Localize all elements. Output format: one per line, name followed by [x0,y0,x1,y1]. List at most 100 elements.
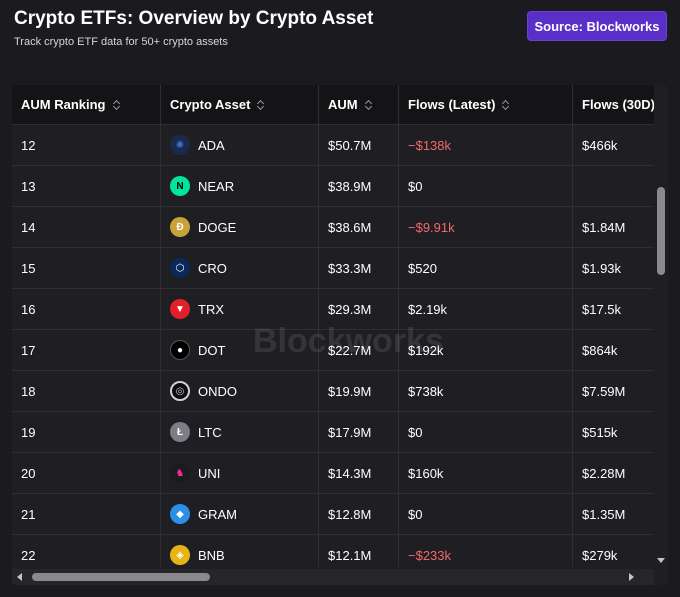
sort-icon [257,99,265,111]
asset-cell: ♞ UNI [170,453,220,493]
sort-icon [502,99,510,111]
flows-30d-cell: $1.35M [582,506,626,522]
horizontal-scroll-thumb[interactable] [32,573,210,581]
asset-name: GRAM [198,506,237,522]
asset-name: ADA [198,137,225,153]
asset-cell: Ð DOGE [170,207,236,247]
asset-cell: ◆ GRAM [170,494,237,534]
aum-cell: $14.3M [328,465,372,481]
column-divider [572,494,573,534]
rank-cell: 16 [21,301,36,317]
column-divider [398,248,399,288]
column-divider [398,535,399,567]
rank-cell: 17 [21,342,36,358]
table-row[interactable]: 22 ◈ BNB $12.1M −$233k $279k [12,535,654,567]
asset-name: ONDO [198,383,237,399]
table-row[interactable]: 16 ▼ TRX $29.3M $2.19k $17.5k [12,289,654,330]
table-row[interactable]: 21 ◆ GRAM $12.8M $0 $1.35M [12,494,654,535]
asset-name: BNB [198,547,225,563]
rank-cell: 20 [21,465,36,481]
column-divider [160,166,161,206]
flows-30d-cell: $515k [582,424,618,440]
source-button[interactable]: Source: Blockworks [527,11,667,41]
asset-cell: ● DOT [170,330,225,370]
column-divider [160,453,161,493]
rank-cell: 21 [21,506,36,522]
near-icon: N [170,176,190,196]
table-row[interactable]: 18 ◎ ONDO $19.9M $738k $7.59M [12,371,654,412]
table-row[interactable]: 15 ⬡ CRO $33.3M $520 $1.93k [12,248,654,289]
column-divider [572,412,573,452]
table-row[interactable]: 19 Ł LTC $17.9M $0 $515k [12,412,654,453]
flows-latest-cell: −$138k [408,137,452,153]
vertical-scrollbar[interactable] [654,125,668,567]
vertical-scroll-thumb[interactable] [657,187,665,275]
scroll-left-arrow-icon[interactable] [17,573,22,581]
column-divider [572,330,573,370]
column-divider [572,85,573,124]
column-divider [572,248,573,288]
flows-latest-cell: $738k [408,383,444,399]
flows-30d-cell: $17.5k [582,301,622,317]
asset-cell: N NEAR [170,166,234,206]
column-header-crypto-asset[interactable]: Crypto Asset [170,85,265,124]
column-divider [160,207,161,247]
column-divider [160,412,161,452]
page-title: Crypto ETFs: Overview by Crypto Asset [14,8,374,29]
flows-30d-cell: $1.93k [582,260,622,276]
column-divider [572,125,573,165]
column-divider [160,494,161,534]
aum-cell: $33.3M [328,260,372,276]
column-divider [318,412,319,452]
flows-30d-cell: $864k [582,342,618,358]
etf-table: AUM Ranking Crypto Asset AUM Flows (Late… [12,85,668,585]
column-divider [160,248,161,288]
column-divider [398,207,399,247]
flows-latest-cell: $192k [408,342,444,358]
column-divider [160,535,161,567]
flows-latest-cell: −$233k [408,547,452,563]
scroll-down-arrow-icon[interactable] [657,558,665,563]
page-header: Crypto ETFs: Overview by Crypto Asset Tr… [0,0,680,60]
flows-latest-cell: $0 [408,424,423,440]
column-header-aum[interactable]: AUM [328,85,373,124]
sort-icon [365,99,373,111]
column-divider [318,289,319,329]
column-divider [572,535,573,567]
flows-latest-cell: −$9.91k [408,219,455,235]
asset-name: CRO [198,260,227,276]
column-divider [318,166,319,206]
column-header-label: AUM Ranking [21,97,106,112]
column-divider [572,371,573,411]
column-divider [318,85,319,124]
dogecoin-icon: Ð [170,217,190,237]
flows-30d-cell: $466k [582,137,618,153]
column-divider [160,289,161,329]
asset-cell: Ł LTC [170,412,222,452]
cronos-icon: ⬡ [170,258,190,278]
flows-30d-cell: $279k [582,547,618,563]
aum-cell: $12.8M [328,506,372,522]
column-header-flows-30d[interactable]: Flows (30D) [582,85,654,124]
column-divider [572,453,573,493]
column-header-aum-ranking[interactable]: AUM Ranking [21,85,121,124]
table-row[interactable]: 17 ● DOT $22.7M $192k $864k [12,330,654,371]
column-divider [318,371,319,411]
table-row[interactable]: 14 Ð DOGE $38.6M −$9.91k $1.84M [12,207,654,248]
column-divider [318,453,319,493]
bnb-icon: ◈ [170,545,190,565]
table-header-row: AUM Ranking Crypto Asset AUM Flows (Late… [12,85,654,125]
scroll-right-arrow-icon[interactable] [629,573,634,581]
column-header-label: Crypto Asset [170,97,251,112]
rank-cell: 14 [21,219,36,235]
column-divider [160,85,161,124]
horizontal-scrollbar[interactable] [12,569,654,585]
table-row[interactable]: 13 N NEAR $38.9M $0 [12,166,654,207]
asset-cell: ◎ ONDO [170,371,237,411]
column-header-flows-latest[interactable]: Flows (Latest) [408,85,510,124]
table-row[interactable]: 20 ♞ UNI $14.3M $160k $2.28M [12,453,654,494]
rank-cell: 19 [21,424,36,440]
aum-cell: $38.9M [328,178,372,194]
flows-30d-cell: $7.59M [582,383,626,399]
table-row[interactable]: 12 ✺ ADA $50.7M −$138k $466k [12,125,654,166]
